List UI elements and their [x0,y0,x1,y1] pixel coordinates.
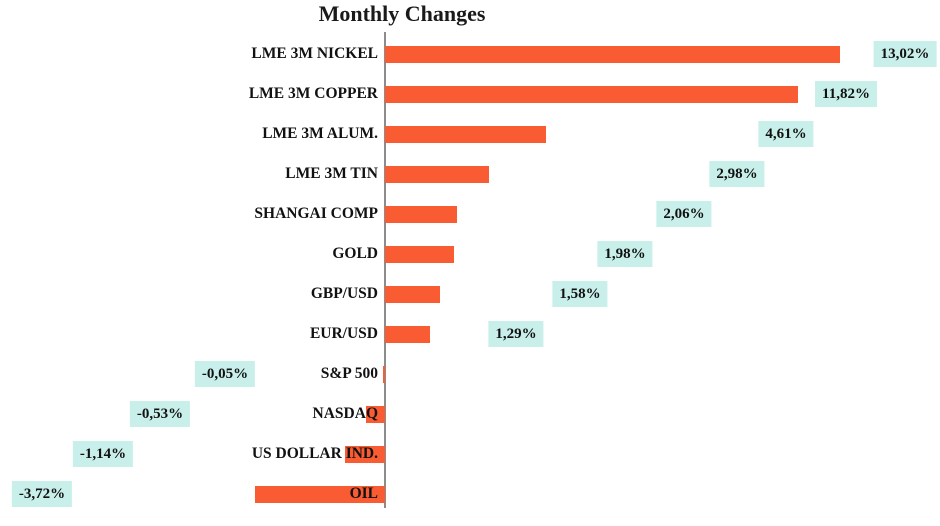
bar [254,485,385,503]
category-label: NASDAQ [312,405,378,422]
chart-title: Monthly Changes [318,1,486,26]
bar [383,365,385,383]
value-label: 2,06% [656,201,712,227]
bar [385,85,799,103]
category-label: LME 3M NICKEL [251,45,378,62]
bar [385,285,441,303]
value-label: -1,14% [72,441,134,467]
category-label: GBP/USD [310,285,378,302]
category-label: US DOLLAR IND. [251,445,378,462]
category-label: S&P 500 [320,365,378,382]
value-label: 11,82% [815,81,877,107]
value-label: 1,98% [597,241,653,267]
bar [345,445,385,463]
value-label: -0,53% [129,401,191,427]
value-label: 4,61% [758,121,814,147]
category-label: EUR/USD [309,325,378,342]
bar [385,325,431,343]
bar [385,45,841,63]
value-label: 1,29% [488,321,544,347]
category-label: GOLD [332,245,378,262]
bar [385,165,490,183]
value-label: 1,58% [552,281,608,307]
category-label: SHANGAI COMP [254,205,378,222]
value-label: -3,72% [11,481,73,507]
value-label: 13,02% [873,41,937,67]
bar [385,125,547,143]
category-label: LME 3M TIN [285,165,378,182]
category-label: LME 3M ALUM. [262,125,378,142]
bar [385,245,455,263]
y-axis-line [384,32,386,508]
category-label: LME 3M COPPER [248,85,378,102]
category-label: OIL [349,485,378,502]
value-label: 2,98% [709,161,765,187]
value-label: -0,05% [194,361,256,387]
bar [385,205,457,223]
bar [366,405,385,423]
